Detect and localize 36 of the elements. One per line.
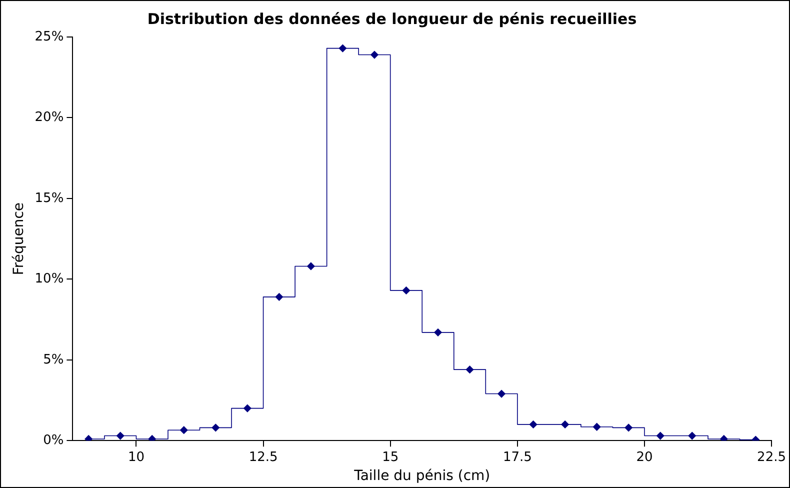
x-tick-label: 20 [636, 450, 653, 465]
point [529, 420, 538, 428]
point [498, 390, 506, 398]
x-tick-label: 12.5 [248, 450, 278, 465]
point [434, 328, 442, 336]
point [116, 432, 124, 440]
point [275, 293, 284, 301]
point [688, 432, 696, 440]
x-axis-title: Taille du pénis (cm) [353, 468, 490, 484]
point [720, 435, 728, 441]
point [402, 286, 410, 294]
point [244, 404, 252, 412]
x-tick-label: 17.5 [502, 450, 532, 465]
x-tick-label: 15 [382, 450, 399, 465]
point [656, 432, 664, 440]
point [212, 424, 220, 432]
x-tick-label: 22.5 [757, 450, 786, 465]
point [338, 44, 347, 52]
y-tick-label: 10% [34, 272, 64, 287]
chart-title: Distribution des données de longueur de pénis recueillies [147, 10, 637, 28]
y-tick-label: 0% [43, 432, 64, 448]
point [624, 424, 632, 432]
point [370, 50, 378, 59]
y-tick-label: 5% [43, 352, 64, 368]
y-axis-title: Fréquence [11, 202, 28, 276]
y-tick-label: 20% [34, 110, 64, 126]
point [180, 426, 188, 434]
point [148, 435, 156, 441]
point [466, 366, 474, 374]
point [592, 422, 601, 431]
y-tick-label: 15% [34, 190, 64, 206]
point [307, 262, 315, 270]
y-tick-label: 25% [34, 29, 64, 44]
point [561, 420, 569, 428]
x-tick-label: 10 [128, 450, 144, 465]
point [84, 435, 92, 441]
